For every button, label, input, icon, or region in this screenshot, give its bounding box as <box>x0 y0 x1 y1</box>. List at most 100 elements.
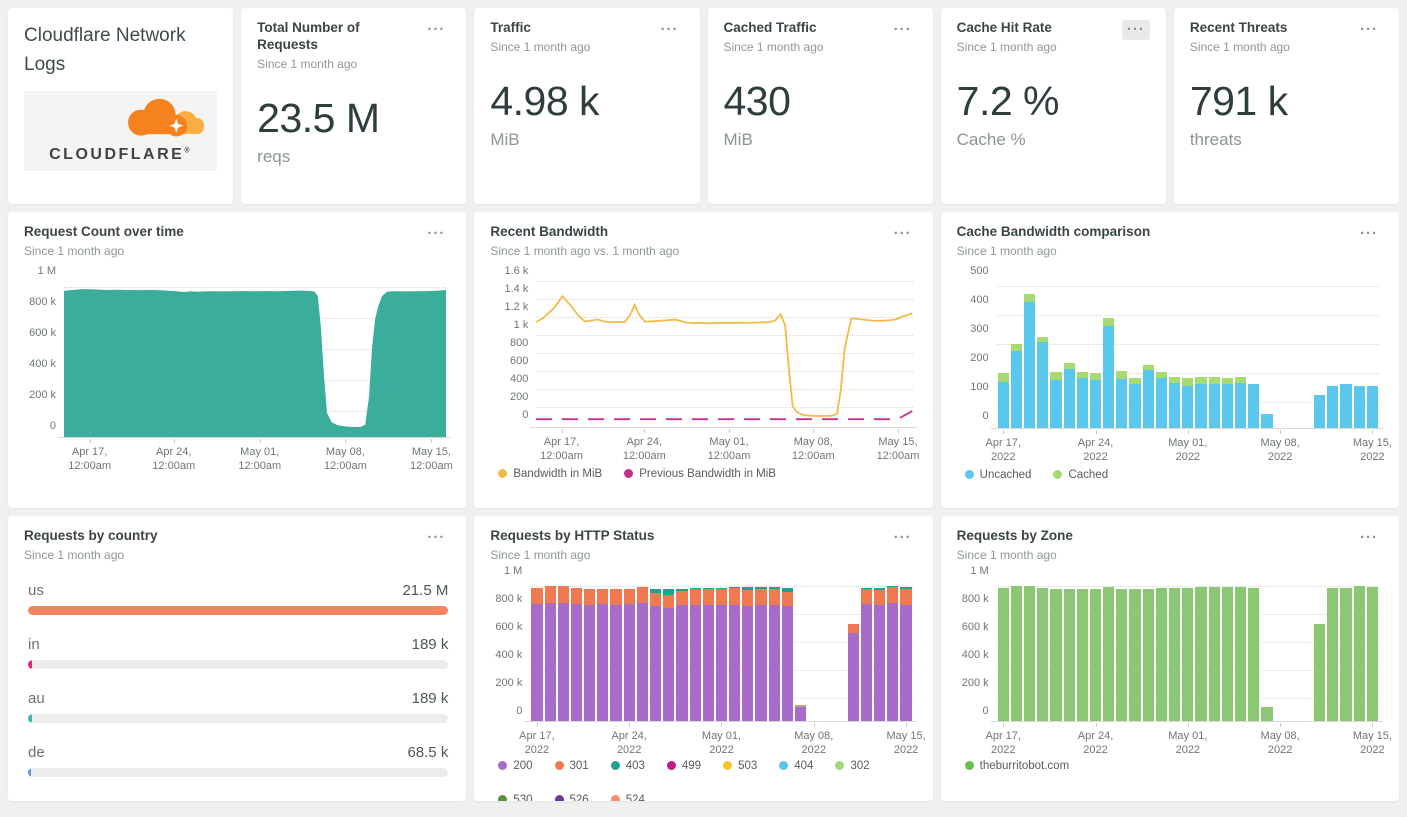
legend-dot-icon <box>498 761 508 771</box>
bar <box>1208 587 1220 722</box>
legend-item[interactable]: 302 <box>835 760 870 772</box>
panel-menu-icon[interactable]: ··· <box>427 225 446 242</box>
legend-item[interactable]: 404 <box>779 760 813 772</box>
stat-total-requests: Total Number of Requests Since 1 month a… <box>241 8 467 204</box>
y-tick-label: 0 <box>49 419 56 432</box>
panel-menu-icon[interactable]: ··· <box>893 225 912 242</box>
bar-segment <box>1234 376 1247 383</box>
bar-segment <box>1129 384 1141 429</box>
country-bar-track <box>28 605 449 615</box>
country-bar-fill <box>28 605 449 615</box>
panel-menu-icon[interactable]: ··· <box>1121 20 1150 40</box>
bar-segment <box>1129 588 1141 722</box>
bar <box>702 588 714 722</box>
bar-segment <box>1024 585 1036 722</box>
bar <box>1182 378 1194 429</box>
country-row-header: in 189 k <box>28 636 448 653</box>
gridline <box>64 287 447 289</box>
bar-segment <box>900 586 912 590</box>
bar-segment <box>847 623 859 634</box>
bar-segment <box>874 588 886 591</box>
bar <box>1195 586 1207 722</box>
bar-segment <box>1248 587 1260 722</box>
x-axis-line <box>530 426 917 428</box>
x-tick <box>89 438 91 443</box>
bar-segment <box>1050 379 1062 429</box>
x-tick-label: May 08, 2022 <box>1260 436 1300 464</box>
legend-item[interactable]: 200 <box>498 760 533 772</box>
y-tick-label: 0 <box>522 408 529 421</box>
panel-menu-icon[interactable]: ··· <box>1360 225 1378 242</box>
bar <box>1024 585 1036 722</box>
bar-segment <box>997 372 1009 382</box>
bar-segment <box>887 587 899 603</box>
legend-item[interactable]: 503 <box>723 760 757 772</box>
bar-segment <box>649 606 662 722</box>
x-tick <box>345 438 347 443</box>
y-tick-label: 200 k <box>495 676 523 689</box>
legend-label: 530 <box>513 793 533 801</box>
chart-subtitle: Since 1 month ago <box>956 547 1057 562</box>
bar-segment <box>1103 325 1115 429</box>
legend-item[interactable]: Previous Bandwidth in MiB <box>624 468 776 480</box>
request-count-chart: 1 M 800 k 600 k 400 k 200 k 0 Apr 17, 12:00am Ap… <box>24 265 453 472</box>
legend-item[interactable]: Uncached <box>964 469 1031 481</box>
bar-segment <box>1182 587 1194 722</box>
panel-menu-icon[interactable]: ··· <box>427 21 446 38</box>
panel-menu-icon[interactable]: ··· <box>1360 21 1378 38</box>
bar <box>1314 395 1326 429</box>
gridline <box>996 344 1379 346</box>
x-tick <box>813 722 815 727</box>
bar-series <box>997 272 1379 429</box>
x-tick-label: May 01, 12:00am <box>238 445 282 473</box>
bar <box>1234 586 1247 722</box>
legend-item[interactable]: 524 <box>610 794 645 801</box>
legend-item[interactable]: 403 <box>610 760 645 772</box>
bar <box>636 586 648 722</box>
y-axis: 1 M 800 k 600 k 400 k 200 k 0 <box>490 565 530 722</box>
x-tick-label: Apr 24, 12:00am <box>622 435 666 463</box>
bar-segment <box>887 585 899 588</box>
y-tick-label: 400 k <box>961 648 989 661</box>
country-row-header: us 21.5 M <box>28 582 448 599</box>
x-tick-label: May 15, 12:00am <box>876 435 920 463</box>
bar <box>1037 336 1049 429</box>
legend-dot-icon <box>554 795 564 801</box>
bar <box>1037 587 1049 722</box>
bar <box>847 623 859 722</box>
bar <box>1129 588 1141 722</box>
plot-wrap: 1 M 800 k 600 k 400 k 200 k 0 Apr 17, 2022 Apr 2… <box>490 565 925 756</box>
bar-segment <box>1195 384 1207 429</box>
bar-segment <box>1024 302 1036 429</box>
panel-menu-icon[interactable]: ··· <box>427 529 446 546</box>
bar-segment <box>663 594 675 608</box>
legend-item[interactable]: Cached <box>1053 469 1108 481</box>
bar <box>768 586 780 722</box>
legend-item[interactable]: 530 <box>498 793 533 801</box>
bar <box>557 585 569 722</box>
legend-dot-icon <box>964 761 974 771</box>
legend-item[interactable]: theburritobot.com <box>964 760 1069 772</box>
panel-menu-icon[interactable]: ··· <box>660 21 679 38</box>
bar-segment <box>636 602 648 722</box>
chart-title: Requests by country <box>24 528 158 543</box>
stat-subtitle: Since 1 month ago <box>257 56 358 71</box>
bar-segment <box>1076 589 1088 722</box>
legend-item[interactable]: Bandwidth in MiB <box>498 468 602 480</box>
bar <box>1063 589 1075 722</box>
panel-menu-icon[interactable]: ··· <box>893 21 912 38</box>
x-tick-label: May 15, 2022 <box>886 729 926 757</box>
panel-menu-icon[interactable]: ··· <box>1360 529 1378 546</box>
bar-segment <box>715 588 728 589</box>
y-tick-label: 0 <box>982 704 989 717</box>
legend-item[interactable]: 499 <box>666 760 701 772</box>
country-bar-fill <box>28 713 32 723</box>
x-tick-label: May 15, 2022 <box>1352 729 1392 757</box>
bar-segment <box>1050 372 1062 380</box>
legend-item[interactable]: 301 <box>554 760 589 772</box>
legend-item[interactable]: 526 <box>554 794 589 801</box>
bar <box>1221 586 1233 722</box>
x-tick <box>1003 429 1005 434</box>
panel-menu-icon[interactable]: ··· <box>893 529 912 546</box>
bar-segment <box>860 589 873 605</box>
